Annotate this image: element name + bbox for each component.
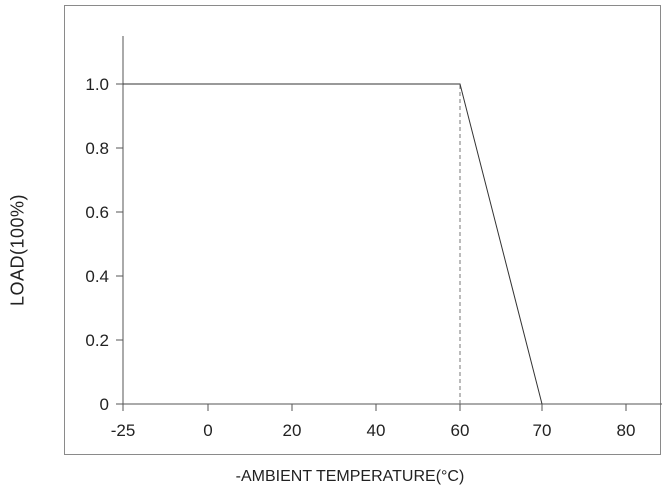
x-tick-label: 80 [617,421,636,440]
y-tick-label: 1.0 [85,75,109,94]
y-tick-label: 0.8 [85,139,109,158]
x-axis-label: -AMBIENT TEMPERATURE(°C) [235,468,465,485]
x-tick-label: 60 [451,421,470,440]
y-tick-label: 0.2 [85,331,109,350]
y-tick-label: 0.6 [85,203,109,222]
y-axis-label-container: LOAD(100%) [0,170,36,330]
y-tick-label: 0 [100,395,109,414]
x-tick-label: 0 [203,421,212,440]
y-axis-label: LOAD(100%) [7,193,28,307]
x-tick-label: 40 [367,421,386,440]
chart-frame [64,5,661,455]
y-tick-label: 0.4 [85,267,109,286]
x-tick-label: -25 [111,421,136,440]
x-tick-label: 20 [283,421,302,440]
derating-curve [123,83,543,405]
x-tick-label: 70 [533,421,552,440]
